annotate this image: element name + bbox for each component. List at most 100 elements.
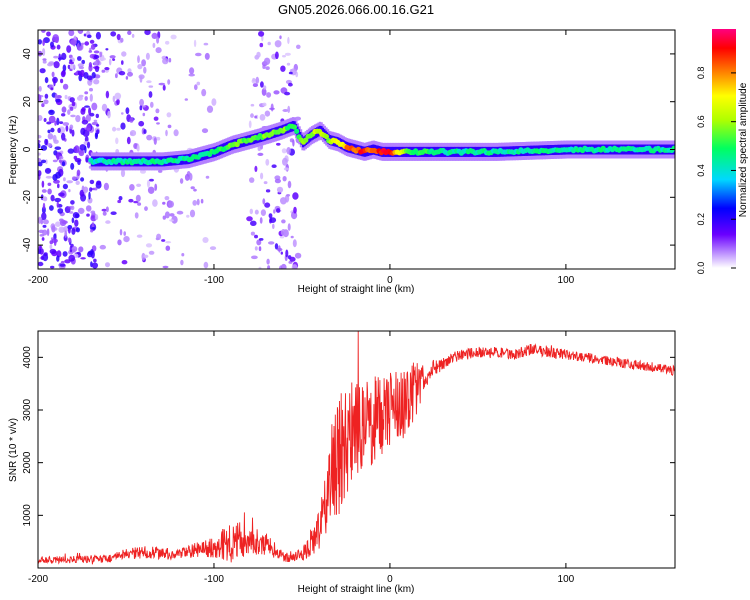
noise-speck [78, 74, 83, 82]
noise-speck [88, 191, 91, 200]
noise-speck [147, 186, 155, 194]
noise-speck [165, 40, 170, 45]
colorbar-label: Normalized spectral amplitude [738, 82, 749, 217]
x-tick-label: -100 [204, 574, 224, 585]
noise-speck [284, 52, 291, 56]
noise-speck [164, 196, 170, 201]
noise-speck [84, 136, 89, 143]
noise-speck [136, 183, 142, 187]
noise-speck [109, 55, 116, 59]
noise-speck [67, 237, 72, 243]
noise-speck [258, 246, 262, 252]
noise-speck [165, 245, 171, 251]
noise-speck [93, 258, 97, 263]
noise-speck [136, 234, 143, 238]
noise-speck [146, 134, 153, 141]
noise-speck [68, 254, 75, 262]
noise-speck [268, 213, 273, 219]
x-tick-label: 100 [558, 574, 575, 585]
noise-speck [38, 261, 44, 267]
noise-speck [150, 101, 154, 108]
noise-speck [89, 187, 93, 192]
noise-speck [254, 234, 258, 239]
noise-speck [93, 79, 100, 85]
noise-speck [188, 73, 195, 77]
noise-speck [250, 113, 254, 118]
noise-speck [196, 81, 201, 86]
noise-speck [80, 257, 86, 260]
noise-speck [83, 72, 89, 79]
noise-speck [289, 256, 296, 262]
noise-speck [155, 108, 160, 114]
noise-speck [42, 48, 46, 56]
noise-speck [42, 219, 49, 225]
noise-speck [56, 255, 60, 262]
snr-panel: -200 -100 0 100 1000 2000 3000 4000 Height of s… [8, 330, 676, 595]
noise-speck [69, 211, 74, 214]
noise-speck [285, 249, 289, 258]
noise-speck [294, 252, 302, 259]
noise-speck [284, 91, 291, 96]
noise-speck [56, 44, 61, 50]
noise-speck [135, 194, 141, 202]
noise-speck [161, 239, 166, 242]
noise-speck [77, 56, 82, 61]
colorbar-gradient [712, 29, 736, 268]
noise-speck [292, 192, 299, 200]
noise-speck [296, 44, 301, 49]
snr-frame [37, 330, 676, 569]
noise-speck [80, 127, 86, 135]
noise-speck [90, 210, 96, 214]
noise-speck [49, 110, 53, 113]
noise-speck [292, 239, 297, 248]
noise-speck [127, 71, 133, 77]
noise-speck [134, 212, 139, 219]
noise-speck [58, 192, 65, 197]
noise-speck [267, 41, 271, 46]
noise-speck [254, 165, 258, 172]
noise-speck [38, 134, 42, 139]
noise-speck [76, 42, 80, 51]
colorbar-tick-label: 0.8 [696, 67, 706, 80]
noise-speck [84, 91, 89, 95]
snr-xlabel: Height of straight line (km) [298, 584, 415, 595]
noise-speck [57, 127, 61, 133]
noise-speck [252, 83, 258, 87]
noise-speck [153, 137, 157, 145]
colorbar-tick-label: 0.0 [696, 262, 706, 275]
noise-speck [38, 161, 43, 167]
noise-speck [186, 214, 190, 218]
noise-speck [266, 258, 270, 265]
noise-speck [282, 55, 286, 58]
noise-speck [70, 205, 75, 211]
noise-speck [168, 57, 172, 63]
noise-speck [162, 201, 166, 205]
noise-speck [112, 95, 116, 103]
noise-speck [290, 235, 294, 239]
noise-speck [42, 196, 48, 202]
noise-speck [93, 50, 100, 54]
noise-speck [129, 117, 134, 123]
snr-line [38, 331, 675, 565]
noise-speck [164, 211, 170, 219]
noise-speck [42, 39, 45, 46]
noise-speck [264, 202, 271, 208]
noise-speck [77, 63, 84, 68]
noise-speck [202, 237, 209, 243]
noise-speck [275, 51, 279, 60]
noise-speck [127, 30, 132, 35]
noise-speck [62, 83, 69, 90]
noise-speck [52, 34, 59, 42]
noise-speck [116, 127, 121, 131]
noise-speck [77, 159, 81, 165]
noise-speck [38, 85, 42, 92]
noise-speck [75, 227, 80, 233]
noise-speck [173, 129, 179, 137]
noise-speck [125, 107, 130, 115]
noise-speck [58, 159, 62, 163]
noise-speck [89, 93, 93, 102]
noise-speck [249, 177, 255, 183]
noise-speck [85, 205, 92, 212]
noise-speck [78, 149, 85, 157]
y-tick-label: -40 [22, 237, 33, 252]
